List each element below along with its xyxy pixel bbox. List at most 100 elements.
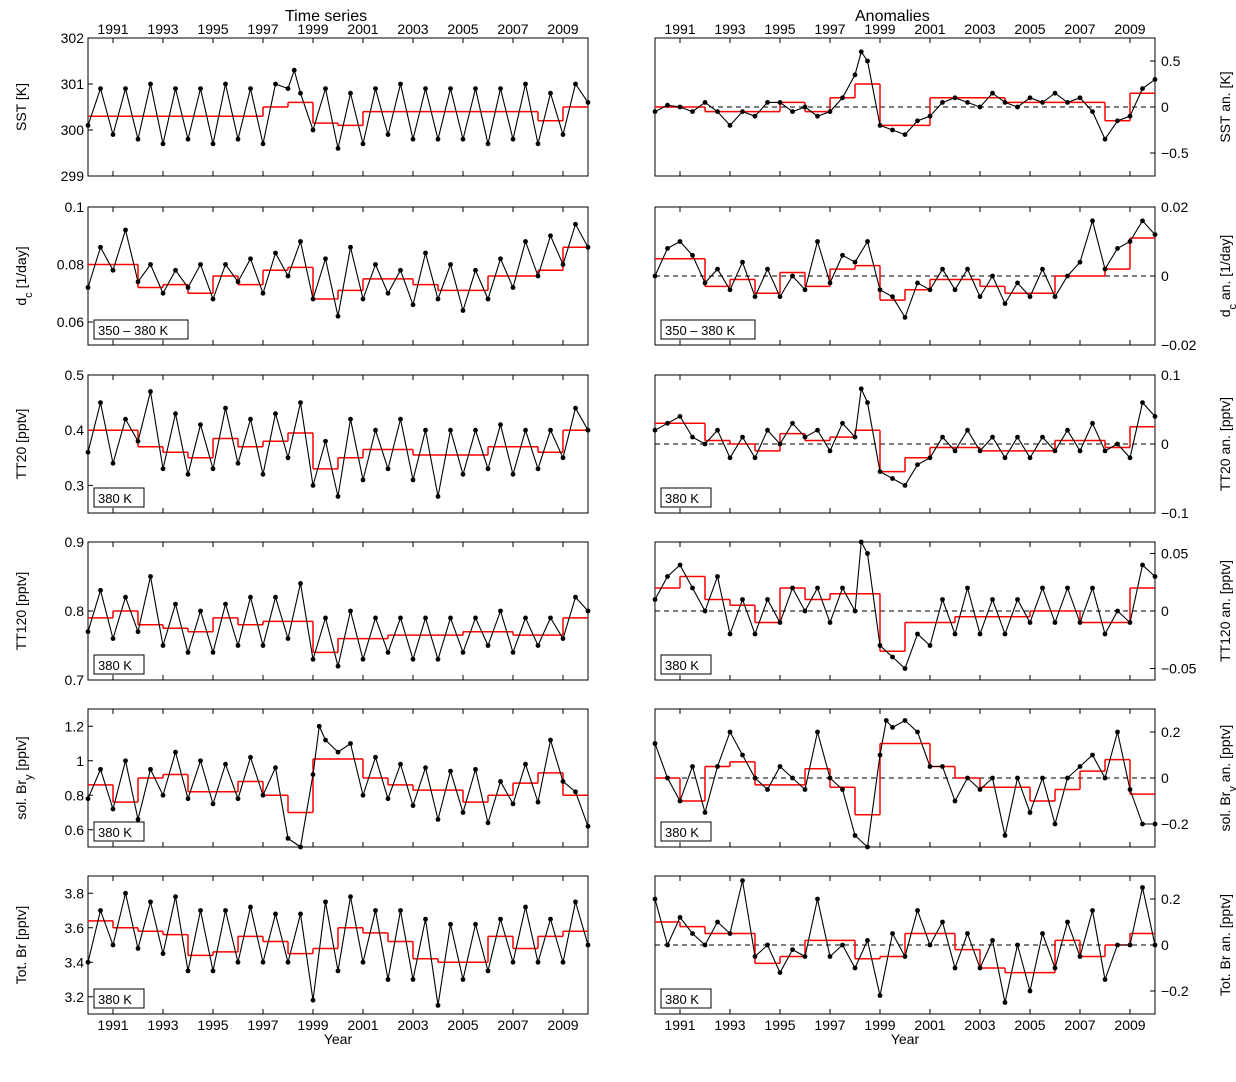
- x-tick-label: 2003: [964, 21, 995, 37]
- x-tick-label: 1995: [197, 21, 228, 37]
- data-point: [423, 916, 428, 922]
- data-point: [940, 266, 945, 272]
- data-point: [85, 796, 91, 802]
- y-axis-label: Tot. Br [pptv]: [13, 906, 29, 985]
- data-point: [1077, 95, 1083, 101]
- data-point: [990, 273, 995, 279]
- data-point: [915, 729, 920, 735]
- data-point: [915, 280, 920, 286]
- data-point: [1065, 273, 1070, 279]
- data-point: [423, 615, 428, 621]
- data-point: [348, 90, 353, 96]
- data-point: [702, 441, 708, 447]
- data-point: [927, 643, 933, 648]
- data-point: [890, 931, 895, 936]
- data-point: [677, 104, 683, 110]
- data-point: [398, 908, 403, 913]
- data-point: [248, 256, 253, 262]
- x-tick-label: 2005: [447, 21, 478, 37]
- data-point: [1115, 942, 1120, 948]
- x-tick-label: 1997: [814, 1017, 845, 1033]
- y-tick-label: 0.3: [65, 477, 85, 493]
- data-point: [890, 476, 895, 481]
- data-point: [902, 483, 908, 488]
- data-point: [298, 581, 303, 586]
- y-tick-label: 0.6: [65, 822, 85, 838]
- y-axis-label: dc an. [1/day]: [1217, 235, 1236, 318]
- x-tick-label: 1991: [664, 1017, 695, 1033]
- data-point: [560, 132, 566, 138]
- data-point: [198, 422, 203, 428]
- data-point: [248, 416, 253, 422]
- layer-annotation-label: 380 K: [665, 825, 699, 840]
- data-point: [1077, 448, 1083, 454]
- data-point: [840, 95, 845, 101]
- x-tick-label: 1993: [714, 1017, 745, 1033]
- data-point: [877, 287, 883, 293]
- data-point: [485, 820, 491, 826]
- y-tick-label: 0: [1161, 770, 1169, 786]
- y-tick-label: 1: [76, 753, 84, 769]
- data-point: [752, 631, 758, 637]
- data-point: [802, 787, 808, 792]
- data-point: [1102, 136, 1108, 142]
- layer-annotation-box: [93, 821, 145, 842]
- data-series-line: [654, 218, 1156, 319]
- data-point: [460, 136, 466, 142]
- y-axis-label: SST [K]: [13, 83, 29, 131]
- data-point: [902, 718, 908, 723]
- data-point: [777, 970, 783, 975]
- data-point: [677, 798, 683, 804]
- y-tick-label: −0.2: [1161, 983, 1189, 999]
- data-point: [727, 931, 733, 936]
- data-point: [410, 803, 416, 808]
- data-point: [790, 273, 795, 279]
- data-point: [323, 256, 328, 262]
- axes-frame: [87, 37, 589, 177]
- y-tick-label: 0: [1161, 436, 1169, 452]
- data-point: [560, 636, 566, 641]
- data-point: [1152, 77, 1158, 82]
- data-point: [273, 81, 278, 87]
- data-point: [473, 427, 478, 433]
- data-point: [573, 81, 578, 87]
- data-point: [1102, 631, 1108, 637]
- data-point: [210, 801, 216, 807]
- data-point: [915, 631, 920, 637]
- data-point: [883, 718, 889, 723]
- data-point: [285, 273, 291, 279]
- data-point: [652, 896, 658, 902]
- data-point: [185, 650, 191, 655]
- data-point: [765, 942, 770, 948]
- data-point: [123, 86, 128, 91]
- data-point: [285, 636, 291, 641]
- data-point: [573, 899, 578, 905]
- data-point: [198, 262, 203, 267]
- data-point: [460, 977, 466, 982]
- data-point: [148, 899, 153, 905]
- data-point: [1027, 988, 1033, 994]
- data-point: [473, 766, 478, 772]
- x-tick-label: 1997: [247, 21, 278, 37]
- data-point: [777, 294, 783, 300]
- data-point: [335, 663, 341, 669]
- data-point: [877, 123, 883, 128]
- layer-annotation-label: 380 K: [98, 491, 132, 506]
- data-point: [310, 656, 316, 662]
- data-point: [902, 666, 908, 671]
- data-point: [852, 608, 858, 614]
- data-point: [373, 754, 378, 760]
- data-point: [548, 90, 553, 96]
- data-point: [123, 594, 128, 600]
- axes-frame: [87, 206, 589, 346]
- data-point: [790, 947, 795, 952]
- data-point: [435, 136, 441, 142]
- y-tick-label: 0: [1161, 99, 1169, 115]
- data-point: [323, 737, 328, 743]
- data-point: [815, 585, 820, 591]
- x-tick-label: 2007: [1064, 21, 1095, 37]
- data-point: [548, 427, 553, 433]
- data-point: [448, 427, 453, 433]
- data-series-line: [87, 68, 589, 149]
- data-point: [473, 267, 478, 273]
